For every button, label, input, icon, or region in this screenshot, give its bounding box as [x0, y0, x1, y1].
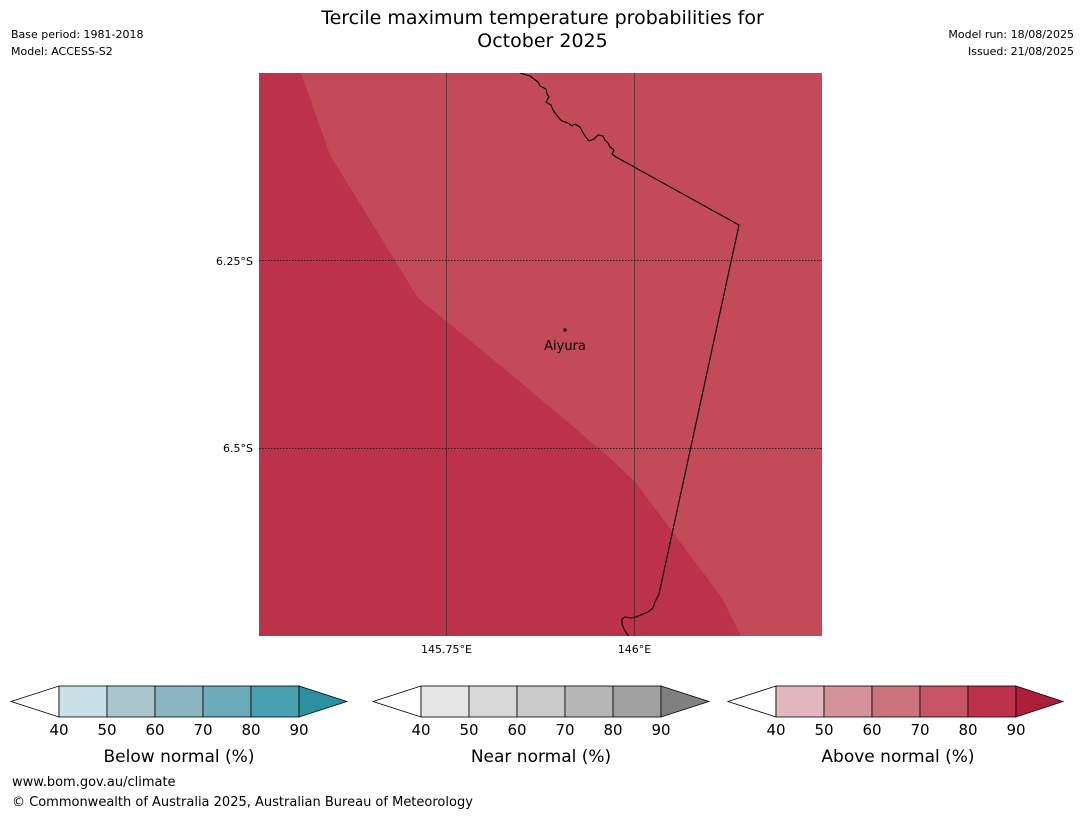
issued-date: Issued: 21/08/2025 [967, 45, 1074, 58]
colorbar-above-tick: 40 [766, 721, 785, 739]
model-name: Model: ACCESS-S2 [11, 45, 113, 58]
colorbar-above-segment [775, 685, 825, 718]
colorbar-near-segment [516, 685, 566, 718]
colorbar-above-label: Above normal (%) [821, 747, 974, 767]
colorbar-below-high-extend [298, 685, 349, 718]
colorbar-near-high-extend [660, 685, 711, 718]
colorbar-above: 40 50 60 70 80 90 Above normal (%) [726, 685, 1065, 767]
colorbar-below-segment [58, 685, 108, 718]
colorbar-near-segment [468, 685, 518, 718]
colorbar-below-segment [154, 685, 204, 718]
base-period: Base period: 1981-2018 [11, 28, 144, 41]
meta-left: Base period: 1981-2018 Model: ACCESS-S2 [11, 26, 143, 60]
colorbar-above-tick: 50 [814, 721, 833, 739]
colorbar-above-tick: 90 [1006, 721, 1025, 739]
colorbar-above-tick: 80 [958, 721, 977, 739]
colorbar-above-tick: 60 [862, 721, 881, 739]
meta-right: Model run: 18/08/2025 Issued: 21/08/2025 [948, 26, 1074, 60]
colorbar-near-tick: 60 [507, 721, 526, 739]
colorbar-near-segment [564, 685, 614, 718]
colorbar-near: 40 50 60 70 80 90 Near normal (%) [371, 685, 711, 767]
colorbar-below-label: Below normal (%) [104, 747, 255, 767]
colorbar-above-segment [919, 685, 969, 718]
colorbar-below-tick: 40 [49, 721, 68, 739]
colorbar-below-tick: 60 [145, 721, 164, 739]
colorbar-near-tick: 90 [651, 721, 670, 739]
province-border [519, 73, 740, 636]
colorbar-below: 40 50 60 70 80 90 Below normal (%) [9, 685, 349, 767]
title-line-1: Tercile maximum temperature probabilitie… [321, 7, 764, 29]
colorbar-below-segment [250, 685, 300, 718]
colorbar-above-low-extend [726, 685, 777, 718]
colorbar-near-tick: 70 [555, 721, 574, 739]
lat-label-6-5: 6.5°S [223, 442, 253, 455]
footer-copyright: © Commonwealth of Australia 2025, Austra… [12, 795, 473, 810]
aiyura-label: Aiyura [544, 339, 586, 354]
colorbar-above-high-extend [1015, 685, 1065, 718]
colorbar-near-segment [420, 685, 470, 718]
colorbar-above-segment [871, 685, 921, 718]
prob-region-above-70-80 [301, 73, 822, 636]
map-title: Tercile maximum temperature probabilitie… [0, 7, 1085, 53]
colorbar-near-tick: 40 [411, 721, 430, 739]
colorbar-below-segment [202, 685, 252, 718]
colorbar-above-tick: 70 [910, 721, 929, 739]
lat-label-6-25: 6.25°S [216, 255, 253, 268]
colorbar-near-tick: 80 [603, 721, 622, 739]
lon-label-146: 146°E [618, 643, 651, 656]
footer-url: www.bom.gov.au/climate [12, 775, 176, 790]
colorbar-near-tick: 50 [459, 721, 478, 739]
title-line-2: October 2025 [477, 30, 608, 52]
colorbar-near-segment [612, 685, 662, 718]
model-run: Model run: 18/08/2025 [948, 28, 1074, 41]
colorbar-below-low-extend [9, 685, 60, 718]
colorbar-below-tick: 50 [97, 721, 116, 739]
lon-label-145-75: 145.75°E [421, 643, 472, 656]
aiyura-marker [563, 328, 567, 332]
colorbar-above-segment [967, 685, 1017, 718]
colorbar-above-segment [823, 685, 873, 718]
colorbar-below-tick: 70 [193, 721, 212, 739]
colorbar-below-tick: 90 [289, 721, 308, 739]
colorbar-below-segment [106, 685, 156, 718]
colorbar-below-tick: 80 [241, 721, 260, 739]
colorbar-near-label: Near normal (%) [471, 747, 611, 767]
colorbar-near-low-extend [371, 685, 422, 718]
